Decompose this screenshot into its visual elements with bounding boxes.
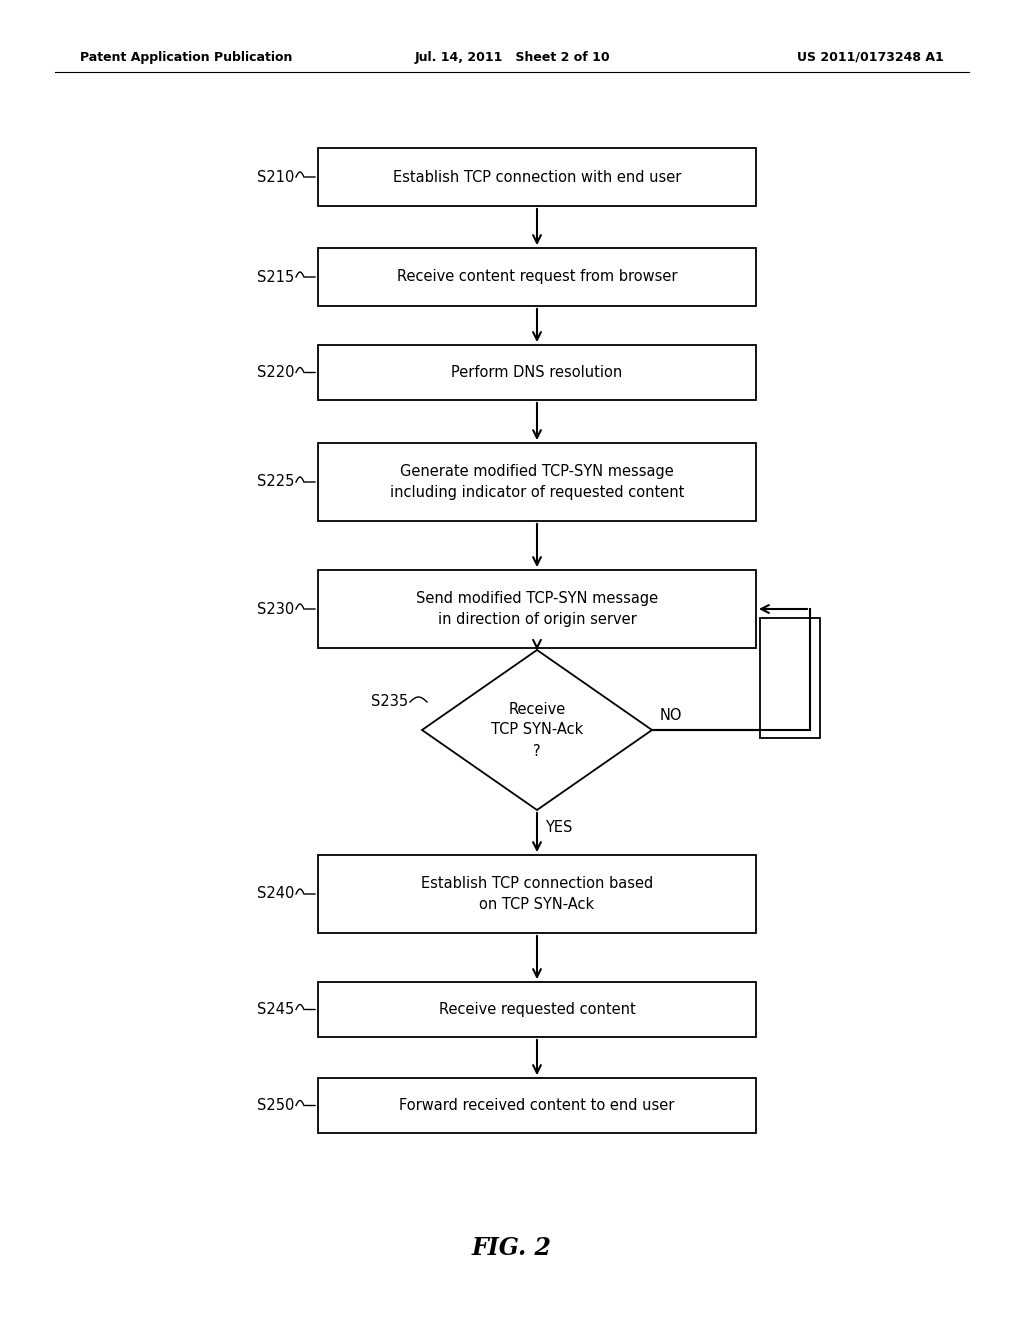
Text: Establish TCP connection based
on TCP SYN-Ack: Establish TCP connection based on TCP SY…	[421, 876, 653, 912]
Text: Send modified TCP-SYN message
in direction of origin server: Send modified TCP-SYN message in directi…	[416, 591, 658, 627]
Bar	[318, 1078, 756, 1133]
Bar	[318, 148, 756, 206]
Text: Receive requested content: Receive requested content	[438, 1002, 635, 1016]
Text: Forward received content to end user: Forward received content to end user	[399, 1098, 675, 1113]
Text: S235: S235	[371, 694, 408, 710]
Bar	[760, 618, 820, 738]
Bar	[318, 248, 756, 306]
Bar	[318, 570, 756, 648]
Text: S230: S230	[257, 602, 294, 616]
Bar	[318, 982, 756, 1038]
Text: US 2011/0173248 A1: US 2011/0173248 A1	[798, 50, 944, 63]
Text: S250: S250	[257, 1098, 294, 1113]
Bar	[318, 345, 756, 400]
Text: Jul. 14, 2011   Sheet 2 of 10: Jul. 14, 2011 Sheet 2 of 10	[414, 50, 610, 63]
Text: Receive content request from browser: Receive content request from browser	[396, 269, 677, 285]
Text: S225: S225	[257, 474, 294, 490]
Text: S215: S215	[257, 269, 294, 285]
Text: Establish TCP connection with end user: Establish TCP connection with end user	[393, 169, 681, 185]
Text: Perform DNS resolution: Perform DNS resolution	[452, 366, 623, 380]
Text: S220: S220	[256, 366, 294, 380]
Text: YES: YES	[545, 821, 572, 836]
Text: Patent Application Publication: Patent Application Publication	[80, 50, 293, 63]
Text: Receive
TCP SYN-Ack
?: Receive TCP SYN-Ack ?	[490, 701, 583, 759]
Polygon shape	[422, 649, 652, 810]
Text: S210: S210	[257, 169, 294, 185]
Text: FIG. 2: FIG. 2	[472, 1236, 552, 1261]
Text: Generate modified TCP-SYN message
including indicator of requested content: Generate modified TCP-SYN message includ…	[390, 465, 684, 500]
Text: S240: S240	[257, 887, 294, 902]
Bar	[318, 855, 756, 933]
Text: NO: NO	[660, 708, 683, 722]
Text: S245: S245	[257, 1002, 294, 1016]
Bar	[318, 444, 756, 521]
